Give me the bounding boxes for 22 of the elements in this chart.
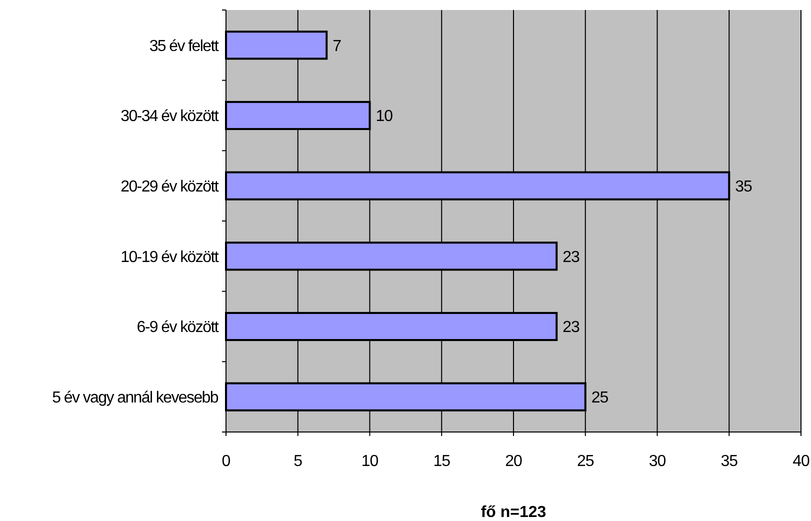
data-label: 10 bbox=[376, 108, 394, 126]
data-label: 25 bbox=[591, 389, 609, 406]
data-label: 7 bbox=[332, 38, 342, 55]
x-axis-title: fő n=123 bbox=[480, 504, 546, 521]
y-tick-label: 10-19 év között bbox=[120, 248, 220, 266]
x-tick-label: 10 bbox=[361, 453, 379, 470]
data-label: 23 bbox=[562, 319, 580, 336]
y-tick-label: 30-34 év között bbox=[120, 108, 220, 126]
y-tick-label: 20-29 év között bbox=[120, 178, 220, 196]
x-tick-label: 15 bbox=[433, 453, 451, 470]
x-tick-label: 25 bbox=[576, 453, 594, 470]
data-label: 23 bbox=[562, 248, 580, 266]
x-tick-label: 5 bbox=[294, 453, 303, 470]
x-tick-label: 35 bbox=[720, 453, 738, 470]
x-tick-label: 40 bbox=[792, 453, 810, 470]
y-tick-label: 5 év vagy annál kevesebb bbox=[52, 389, 219, 406]
x-tick-label: 30 bbox=[648, 453, 666, 470]
x-tick-label: 0 bbox=[222, 453, 231, 470]
y-tick-label: 35 év felett bbox=[149, 38, 220, 55]
y-tick-label: 6-9 év között bbox=[136, 319, 220, 336]
data-label: 35 bbox=[735, 178, 753, 196]
x-tick-label: 20 bbox=[505, 453, 522, 470]
